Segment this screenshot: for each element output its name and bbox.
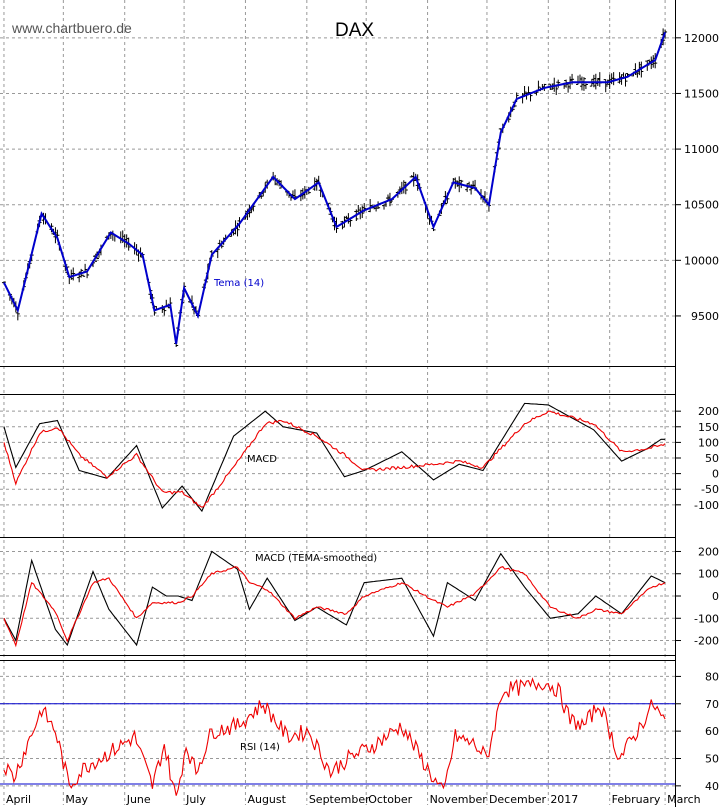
x-tick-label: August — [247, 793, 286, 806]
macd-tema-panel-label: MACD (TEMA-smoothed) — [255, 553, 377, 564]
y-tick-label: 11500 — [684, 87, 719, 100]
y-tick-label: 70 — [705, 698, 719, 711]
y-tick-label: 100 — [698, 436, 719, 449]
y-tick-label: -100 — [694, 499, 719, 512]
x-tick-label: June — [126, 793, 151, 806]
macd-tema-signal-line — [3, 550, 666, 647]
macd-line — [3, 410, 666, 508]
y-tick-label: 12000 — [684, 32, 719, 45]
y-tick-label: 0 — [712, 590, 719, 603]
y-tick-label: 11000 — [684, 143, 719, 156]
x-tick-label: March — [667, 793, 701, 806]
x-tick-label: November — [430, 793, 488, 806]
y-tick-label: 60 — [705, 725, 719, 738]
y-tick-label: -200 — [694, 635, 719, 648]
chart-title: DAX — [335, 20, 374, 41]
y-tick-label: 200 — [698, 405, 719, 418]
y-tick-label: 50 — [705, 452, 719, 465]
y-tick-label: 0 — [712, 468, 719, 481]
x-tick-label: May — [65, 793, 88, 806]
x-tick-label: April — [6, 793, 31, 806]
y-tick-label: 40 — [705, 780, 719, 793]
tema-line — [3, 31, 667, 344]
y-tick-label: 200 — [698, 545, 719, 558]
y-tick-label: 80 — [705, 670, 719, 683]
y-tick-label: 100 — [698, 568, 719, 581]
price-overlay-label: Tema (14) — [213, 278, 264, 289]
y-tick-label: 150 — [698, 421, 719, 434]
macd-panel-label: MACD — [247, 454, 277, 465]
rsi-line — [3, 677, 666, 796]
y-tick-label: -50 — [701, 483, 719, 496]
y-tick-label: 9500 — [691, 310, 719, 323]
y-tick-label: 10000 — [684, 254, 719, 267]
chart-watermark: www.chartbuero.de — [11, 20, 132, 36]
y-tick-label: 50 — [705, 752, 719, 765]
x-tick-label: February — [612, 793, 661, 806]
y-tick-label: -100 — [694, 612, 719, 625]
x-tick-label: October — [368, 793, 412, 806]
x-tick-label: December — [489, 793, 547, 806]
y-tick-label: 10500 — [684, 199, 719, 212]
x-tick-label: 2017 — [550, 793, 578, 806]
macd-tema-line — [3, 565, 666, 648]
x-tick-label: September — [309, 793, 370, 806]
x-tick-label: July — [185, 793, 206, 806]
rsi-panel-label: RSI (14) — [240, 742, 280, 753]
